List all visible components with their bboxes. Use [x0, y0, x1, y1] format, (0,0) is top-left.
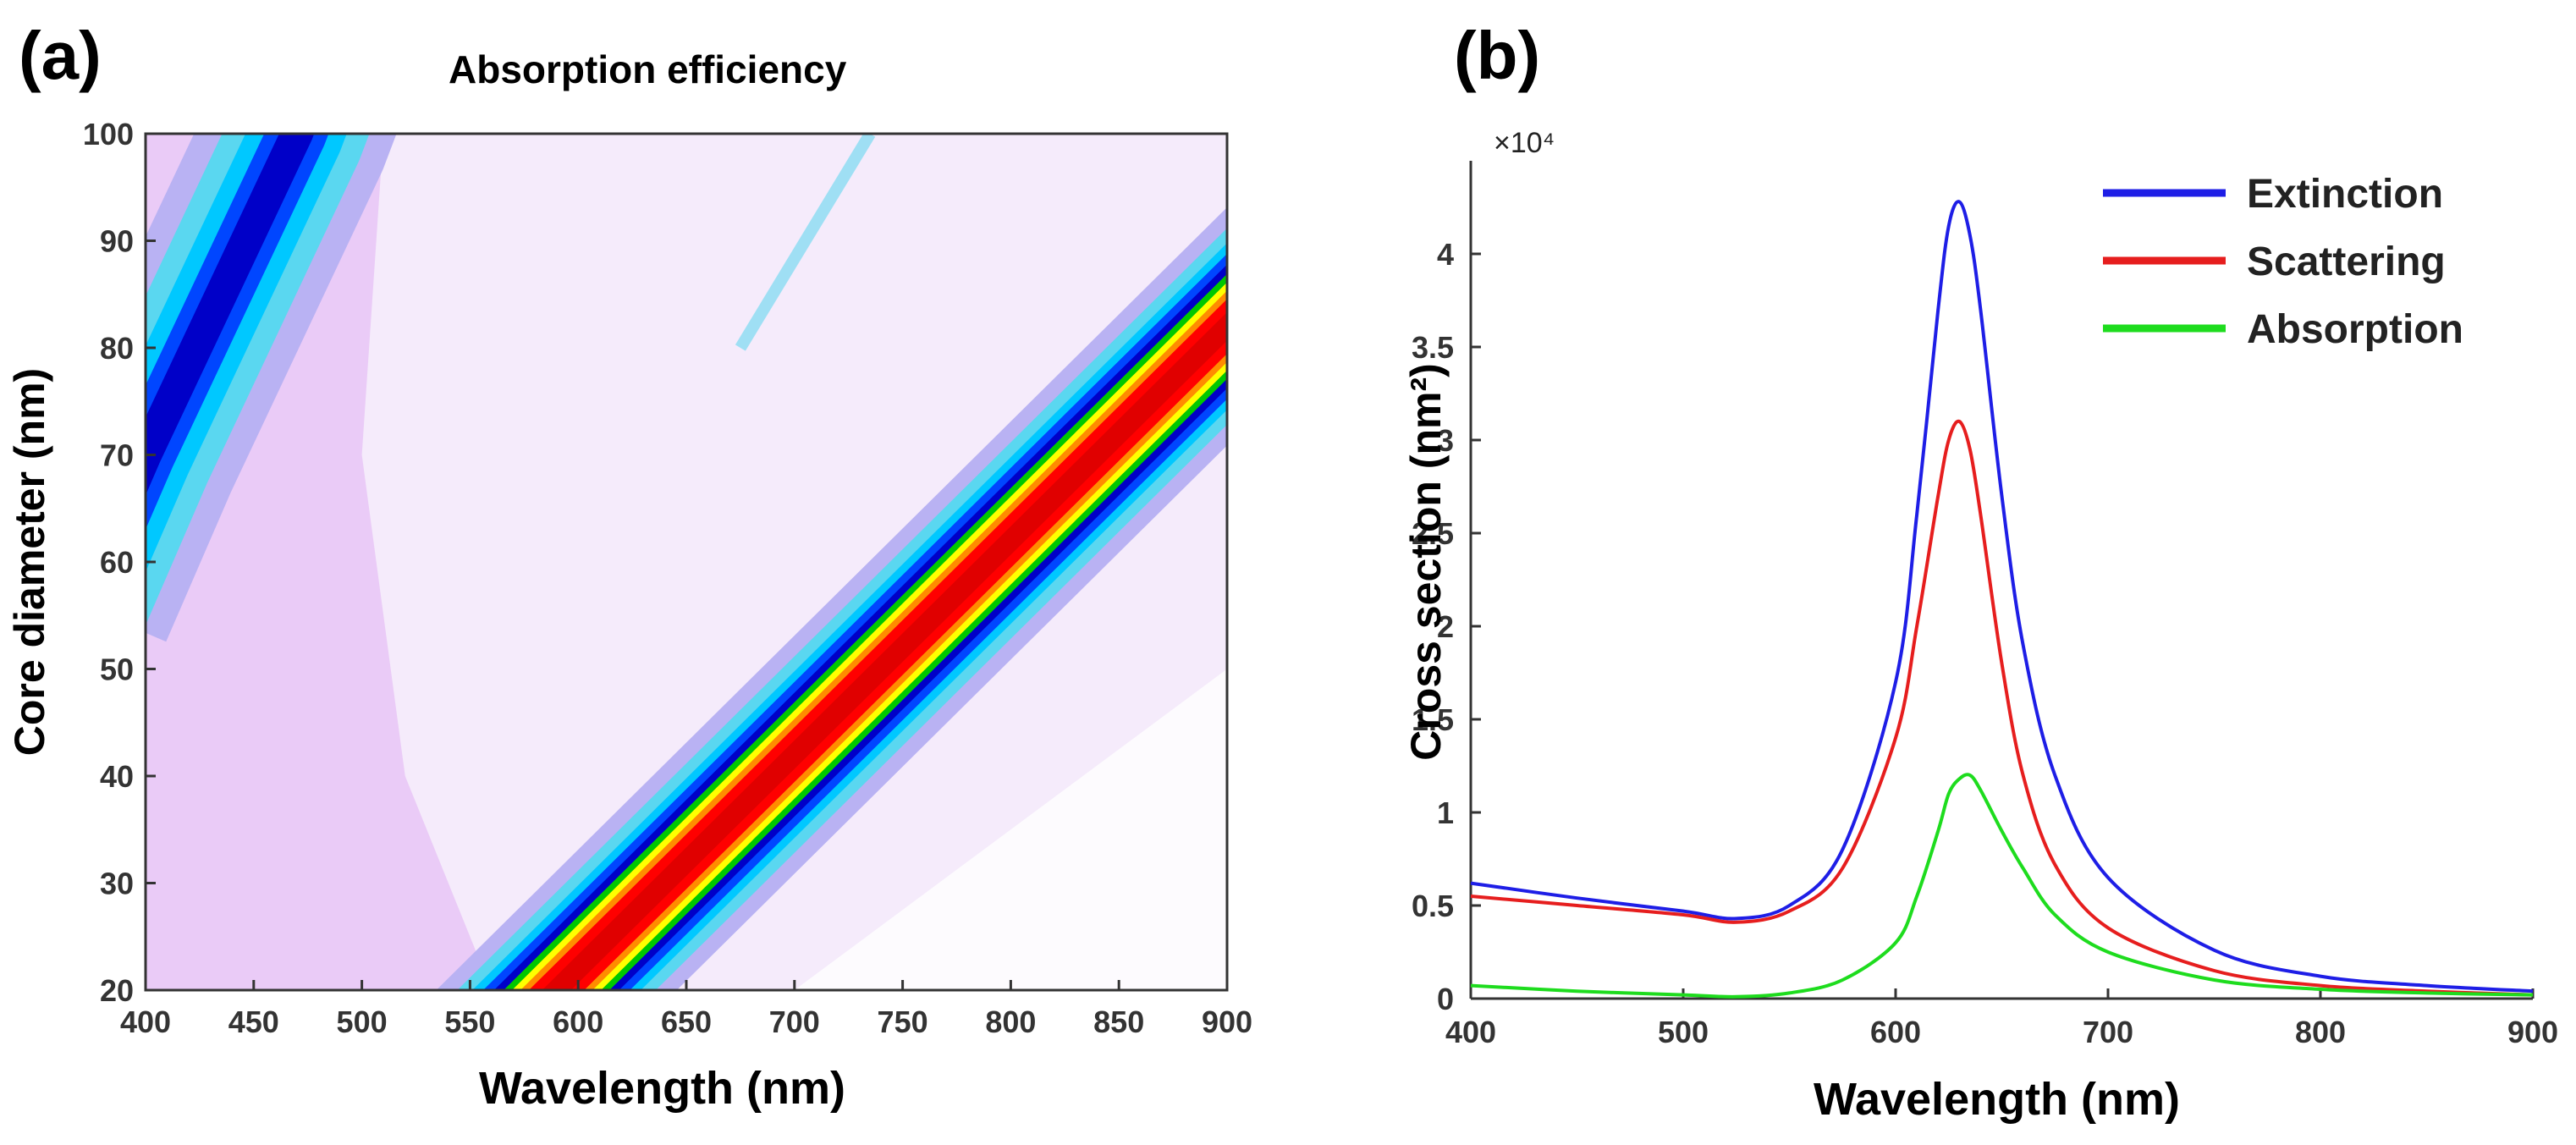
- heatmap-upper-band-layer-4: [146, 134, 315, 496]
- heatmap-xtick-label: 750: [878, 1005, 928, 1039]
- series-line-absorption: [1470, 773, 2534, 999]
- heatmap-xtick-label: 850: [1093, 1005, 1144, 1039]
- heatmap-white-region: [794, 669, 1227, 990]
- heatmap-ytick-label: 100: [83, 117, 134, 151]
- heatmap-xtick-label: 650: [661, 1005, 712, 1039]
- heatmap-xtick-label: 700: [769, 1005, 820, 1039]
- heatmap-xtick-label: 900: [1202, 1005, 1252, 1039]
- heatmap-faint-streak: [735, 134, 876, 351]
- line-y-multiplier: ×10⁴: [1494, 127, 1555, 159]
- heatmap-xtick-label: 400: [120, 1005, 171, 1039]
- line-xtick-label: 800: [2295, 1015, 2346, 1049]
- heatmap-title: Absorption efficiency: [449, 47, 847, 91]
- heatmap-xtick-label: 600: [553, 1005, 603, 1039]
- heatmap-xtick-label: 800: [985, 1005, 1036, 1039]
- heatmap-xlabel: Wavelength (nm): [479, 1063, 846, 1114]
- line-xtick-label: 600: [1870, 1015, 1921, 1049]
- heatmap-ytick-label: 20: [100, 973, 134, 1008]
- line-ytick-label: 1.5: [1412, 702, 1454, 737]
- line-ytick-label: 0: [1437, 982, 1454, 1016]
- heatmap-xtick-label: 500: [337, 1005, 388, 1039]
- line-ytick-label: 4: [1437, 237, 1454, 272]
- series-line-scattering: [1470, 419, 2534, 997]
- line-ylabel: Cross section (nm²): [1402, 363, 1450, 761]
- line-ytick-label: 1: [1437, 795, 1454, 830]
- heatmap-xtick-label: 550: [444, 1005, 495, 1039]
- panel-b-letter: (b): [1454, 18, 1541, 93]
- heatmap-ytick-label: 50: [100, 652, 134, 687]
- heatmap-ytick-label: 40: [100, 759, 134, 794]
- panel-a-letter: (a): [19, 18, 102, 93]
- line-ytick-label: 2.5: [1412, 516, 1454, 551]
- heatmap-xtick-label: 450: [228, 1005, 279, 1039]
- legend-label-extinction: Extinction: [2247, 172, 2443, 217]
- heatmap-ytick-label: 70: [100, 438, 134, 473]
- legend-label-absorption: Absorption: [2247, 307, 2463, 352]
- heatmap-ytick-label: 80: [100, 331, 134, 366]
- line-ytick-label: 0.5: [1412, 889, 1454, 923]
- line-ytick-label: 2: [1437, 609, 1454, 644]
- heatmap-main-band-layer-9: [542, 311, 1227, 990]
- line-ytick-label: 3: [1437, 423, 1454, 458]
- line-xlabel: Wavelength (nm): [1814, 1074, 2181, 1125]
- line-ytick-label: 3.5: [1412, 330, 1454, 365]
- legend-label-scattering: Scattering: [2247, 239, 2446, 284]
- heatmap-chart: 400 450 500 550 600 650 700 750 800 850 900 20 30 40 5…: [83, 117, 1252, 1039]
- heatmap-ytick-label: 90: [100, 224, 134, 259]
- line-xtick-label: 900: [2507, 1015, 2558, 1049]
- line-xtick-label: 500: [1658, 1015, 1709, 1049]
- series-line-extinction: [1470, 200, 2534, 994]
- heatmap-ytick-label: 30: [100, 867, 134, 901]
- line-xtick-label: 700: [2083, 1015, 2133, 1049]
- heatmap-ytick-label: 60: [100, 545, 134, 580]
- line-xtick-label: 400: [1445, 1015, 1496, 1049]
